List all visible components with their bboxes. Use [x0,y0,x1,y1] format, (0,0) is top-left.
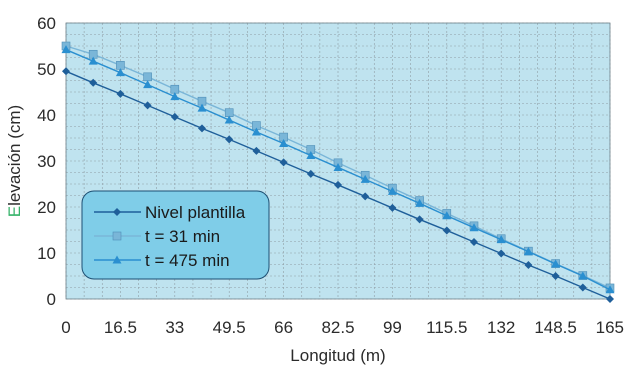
data-point [116,89,125,98]
data-point [551,272,560,280]
data-point [143,80,153,89]
x-tick-label: 0 [61,318,70,337]
y-tick-label: 0 [47,290,56,309]
legend-label: Nivel plantilla [145,203,246,222]
legend-marker [112,255,122,264]
series-layer [61,41,615,303]
data-point [524,260,533,269]
plot-frame [65,22,611,300]
data-point [224,108,234,117]
data-point [469,223,479,232]
x-tick-label: 16.5 [104,318,137,337]
data-point [279,139,289,148]
data-point [578,271,588,280]
y-tick-label: 20 [37,198,56,217]
data-point [442,211,452,220]
data-point [605,285,615,294]
data-point [497,249,506,258]
grid [65,22,611,300]
series-1 [62,67,614,303]
data-point [333,162,343,171]
data-point [361,192,370,201]
data-point [225,135,234,144]
data-point [496,235,506,244]
legend-entry: Nivel plantilla [94,203,246,222]
data-point [197,103,207,112]
y-tick-label: 40 [37,106,56,125]
legend: Nivel plantilla t = 31 min t = 475 min [81,190,270,280]
data-point [143,72,152,82]
data-point [578,283,587,292]
data-point [170,92,180,101]
data-point [306,150,316,159]
x-tick-label: 82.5 [321,318,354,337]
legend-marker [113,208,121,216]
data-point [252,146,261,155]
data-point [606,295,614,303]
y-tick-label: 50 [37,60,56,79]
data-point [551,259,561,268]
data-point [62,67,70,76]
data-point [360,174,370,183]
data-point [61,45,71,54]
x-tick-label: 132 [487,318,515,337]
data-point [523,247,533,256]
x-tick-label: 99 [383,318,402,337]
legend-box [81,190,270,280]
y-axis-label-rest: levación (cm) [5,105,24,206]
data-point [115,68,125,77]
y-tick-label: 60 [37,14,56,33]
series-3 [61,45,615,294]
data-point [251,127,261,136]
data-point [442,226,451,235]
x-tick-label: 66 [274,318,293,337]
data-point [143,101,152,110]
data-point [279,158,288,167]
x-tick-label: 165 [596,318,624,337]
legend-label: t = 31 min [145,227,220,246]
legend-entry: t = 475 min [94,251,230,270]
y-axis-label: Elevación (cm) [5,105,24,217]
data-point [89,78,98,87]
data-point [415,215,424,224]
x-tick-label: 148.5 [534,318,577,337]
x-axis-label: Longitud (m) [290,346,385,365]
data-point [198,124,206,133]
data-point [387,186,397,195]
y-tick-label: 30 [37,152,56,171]
legend-label: t = 475 min [145,251,230,270]
data-point [306,169,315,178]
data-point [470,237,478,246]
data-point [415,198,425,207]
x-axis-ticks: 0 16.5 33 49.5 66 82.5 99 115.5 132 148.5 165 [61,318,624,337]
data-point [388,203,397,212]
legend-entry: t = 31 min [94,227,220,246]
y-tick-label: 10 [37,244,56,263]
x-tick-label: 33 [165,318,184,337]
x-tick-label: 115.5 [426,318,467,337]
legend-marker [112,231,122,241]
x-tick-label: 49.5 [213,318,246,337]
data-point [88,56,98,65]
data-point [116,61,125,70]
y-axis-ticks: 0 10 20 30 40 50 60 [37,14,56,309]
data-point [170,84,180,94]
data-point [170,112,179,121]
data-point [224,115,234,124]
y-axis-label-initial: E [5,206,24,217]
data-point [334,180,342,189]
